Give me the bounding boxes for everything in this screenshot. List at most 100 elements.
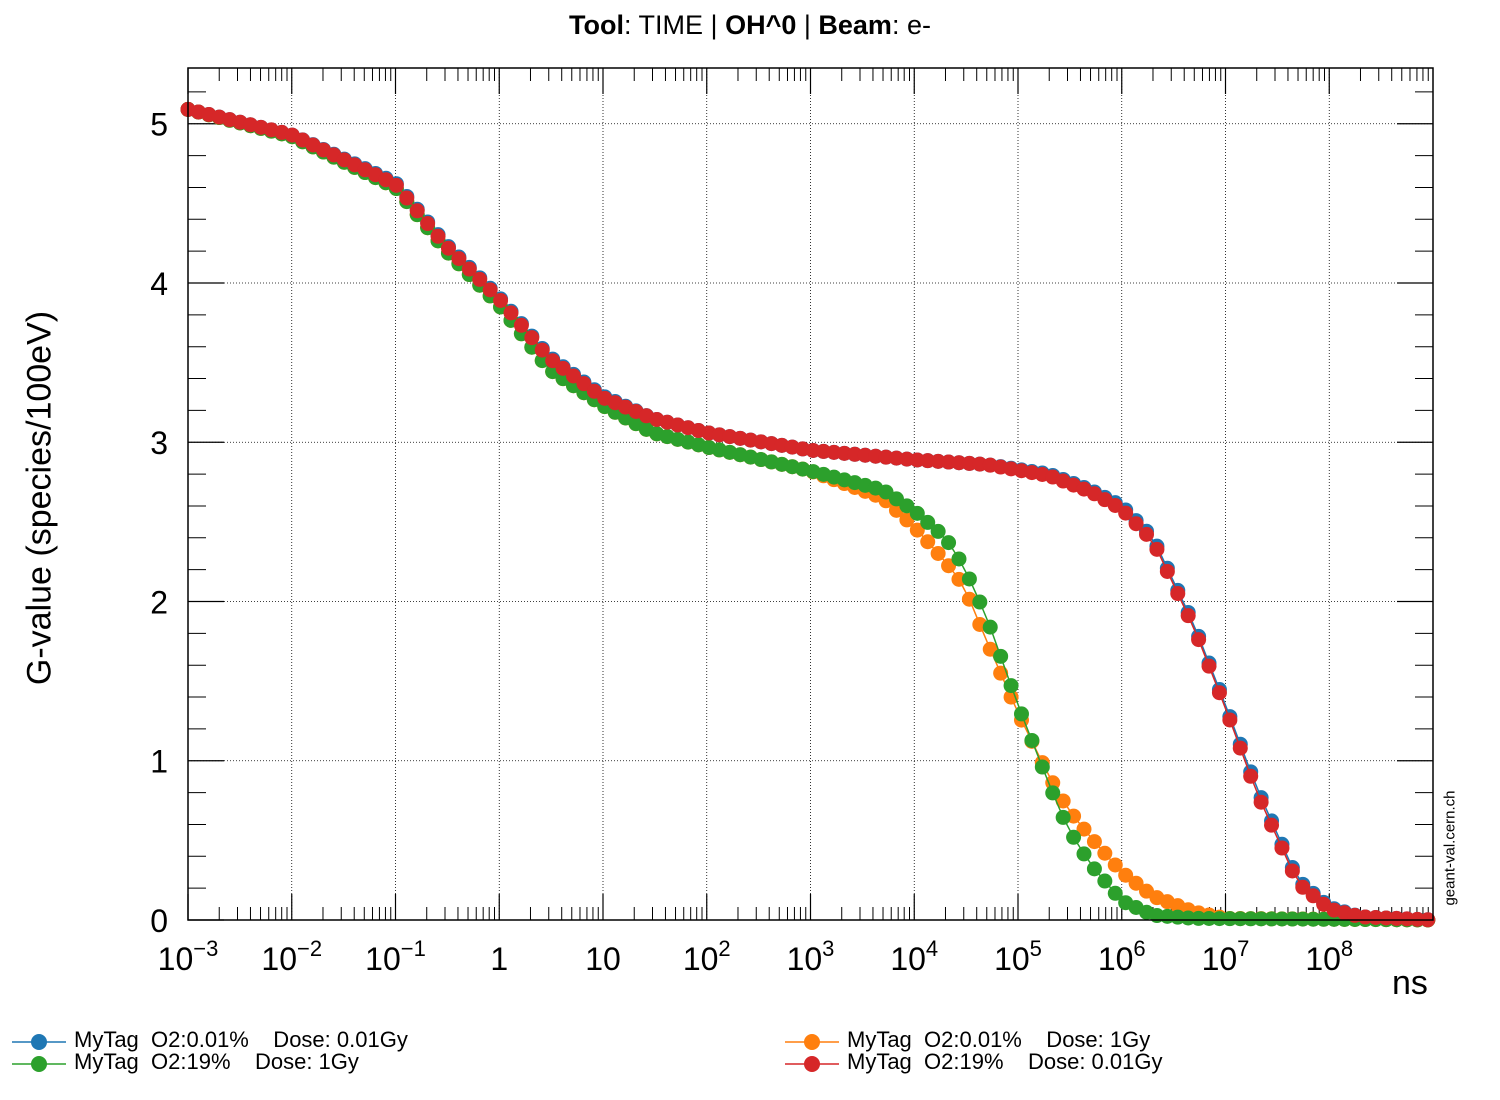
data-point: [482, 282, 498, 298]
data-point: [1284, 911, 1300, 927]
data-point: [909, 505, 925, 521]
data-point: [1003, 678, 1019, 694]
data-point: [1024, 732, 1040, 748]
y-tick-label: 2: [150, 584, 168, 620]
data-point: [1191, 632, 1207, 648]
data-point: [1097, 873, 1113, 889]
data-point: [1107, 857, 1123, 873]
x-tick-label: 104: [890, 936, 938, 977]
data-point: [1055, 809, 1071, 825]
data-point: [1305, 888, 1321, 904]
data-point: [1003, 689, 1019, 705]
x-tick-label: 103: [787, 936, 835, 977]
data-point: [1180, 608, 1196, 624]
y-axis-label: G-value (species/100eV): [20, 310, 59, 686]
data-point: [1066, 829, 1082, 845]
data-point: [1305, 911, 1321, 927]
data-point: [993, 648, 1009, 664]
data-point: [1243, 768, 1259, 784]
data-point: [1274, 840, 1290, 856]
legend-label: MyTag O2:19% Dose: 1Gy: [74, 1049, 359, 1074]
grid-lines: [187, 68, 1433, 921]
data-point: [1034, 759, 1050, 775]
tick-labels: 10−3 10−2 10−1 1 10 102 103 104 105 106 107 108 0 1 2 3…: [150, 107, 1353, 977]
title-species: OH^0: [725, 10, 797, 40]
data-point: [461, 261, 477, 277]
data-point: [503, 305, 519, 321]
data-point: [1139, 526, 1155, 542]
title-separator: |: [796, 10, 819, 40]
data-point: [1211, 911, 1227, 927]
x-tick-label: 102: [683, 936, 731, 977]
data-point: [920, 514, 936, 530]
legend-marker: [804, 1034, 820, 1050]
data-point: [555, 360, 571, 376]
data-point: [993, 665, 1009, 681]
data-point: [951, 551, 967, 567]
data-point: [409, 203, 425, 219]
x-axis-label: ns: [1392, 964, 1428, 1002]
data-point: [972, 594, 988, 610]
y-tick-label: 3: [150, 425, 168, 461]
data-point: [930, 545, 946, 561]
data-point: [1097, 845, 1113, 861]
title-tool-key: Tool: [569, 10, 625, 40]
series-line: [187, 108, 1428, 921]
data-point: [1118, 867, 1134, 883]
title-tool-value: : TIME |: [624, 10, 726, 40]
series-2: [180, 101, 1436, 928]
data-point: [1118, 505, 1134, 521]
data-point: [1055, 793, 1071, 809]
series-3: [180, 101, 1436, 928]
data-point: [1201, 911, 1217, 927]
y-tick-label: 5: [150, 107, 168, 143]
data-point: [1159, 563, 1175, 579]
x-tick-label: 10−3: [158, 936, 219, 977]
data-point: [1013, 706, 1029, 722]
data-point: [1128, 875, 1144, 891]
legend-swatch: [785, 1056, 839, 1072]
x-tick-label: 10−1: [365, 936, 426, 977]
data-point: [1253, 794, 1269, 810]
data-point: [534, 342, 550, 358]
watermark: geant-val.cern.ch: [1441, 790, 1459, 906]
data-point: [545, 353, 561, 369]
data-point: [1107, 885, 1123, 901]
plot-frame: [187, 67, 1434, 921]
data-point: [1076, 846, 1092, 862]
data-point: [1045, 785, 1061, 801]
y-tick-label: 1: [150, 744, 168, 780]
data-point: [1295, 911, 1311, 927]
data-point: [1232, 740, 1248, 756]
data-point: [472, 271, 488, 287]
axis-ticks: [187, 68, 1433, 921]
data-point: [1086, 861, 1102, 877]
data-point: [909, 522, 925, 538]
data-point: [1128, 516, 1144, 532]
data-point: [1295, 879, 1311, 895]
y-tick-label: 4: [150, 266, 168, 302]
data-point: [941, 535, 957, 551]
x-tick-label: 108: [1305, 936, 1353, 977]
title-beam-key: Beam: [818, 10, 892, 40]
data-point: [1222, 911, 1238, 927]
legend-label: MyTag O2:0.01% Dose: 1Gy: [847, 1027, 1151, 1052]
data-point: [493, 292, 509, 308]
data-point: [1170, 586, 1186, 602]
x-tick-label: 107: [1202, 936, 1250, 977]
series-line: [187, 108, 1428, 921]
data-point: [899, 498, 915, 514]
data-point: [1222, 712, 1238, 728]
x-tick-label: 105: [994, 936, 1042, 977]
chart-title: Tool: TIME | OH^0 | Beam: e-: [0, 10, 1500, 41]
data-point: [420, 216, 436, 232]
data-point: [576, 376, 592, 392]
x-tick-label: 1: [490, 941, 508, 977]
data-point: [1284, 863, 1300, 879]
data-point: [513, 317, 529, 333]
legend-marker: [31, 1056, 47, 1072]
data-point: [534, 353, 550, 369]
series-line: [187, 108, 1428, 921]
data-point: [1086, 834, 1102, 850]
